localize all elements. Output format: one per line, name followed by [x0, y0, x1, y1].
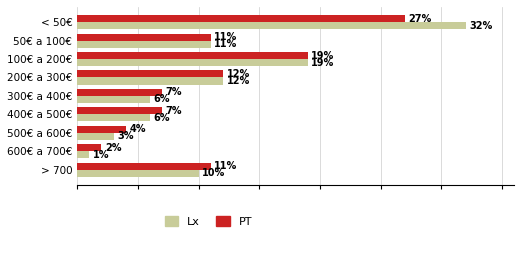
Bar — [77, 22, 466, 29]
Bar — [77, 15, 405, 22]
Bar — [77, 107, 162, 114]
Text: 12%: 12% — [227, 69, 250, 79]
Bar — [77, 59, 308, 66]
Bar — [77, 89, 162, 96]
Text: 4%: 4% — [129, 124, 146, 134]
Bar — [77, 163, 210, 170]
Text: 19%: 19% — [312, 58, 334, 68]
Text: 3%: 3% — [117, 132, 134, 141]
Bar — [77, 170, 199, 177]
Bar — [77, 78, 223, 85]
Bar — [77, 52, 308, 59]
Text: 32%: 32% — [469, 21, 492, 31]
Bar — [77, 133, 114, 140]
Bar — [77, 126, 126, 133]
Bar — [77, 70, 223, 78]
Bar — [77, 144, 102, 151]
Text: 11%: 11% — [214, 39, 238, 49]
Legend: Lx, PT: Lx, PT — [160, 212, 256, 231]
Text: 10%: 10% — [202, 168, 226, 178]
Bar — [77, 151, 89, 159]
Text: 7%: 7% — [166, 88, 182, 97]
Bar — [77, 114, 150, 122]
Text: 1%: 1% — [93, 150, 109, 160]
Text: 2%: 2% — [105, 143, 121, 153]
Text: 11%: 11% — [214, 161, 238, 171]
Text: 6%: 6% — [154, 113, 170, 123]
Text: 6%: 6% — [154, 95, 170, 105]
Bar — [77, 34, 210, 41]
Text: 19%: 19% — [312, 51, 334, 61]
Text: 27%: 27% — [408, 14, 432, 24]
Bar — [77, 96, 150, 103]
Text: 12%: 12% — [227, 76, 250, 86]
Bar — [77, 41, 210, 48]
Text: 7%: 7% — [166, 106, 182, 116]
Text: 11%: 11% — [214, 32, 238, 42]
